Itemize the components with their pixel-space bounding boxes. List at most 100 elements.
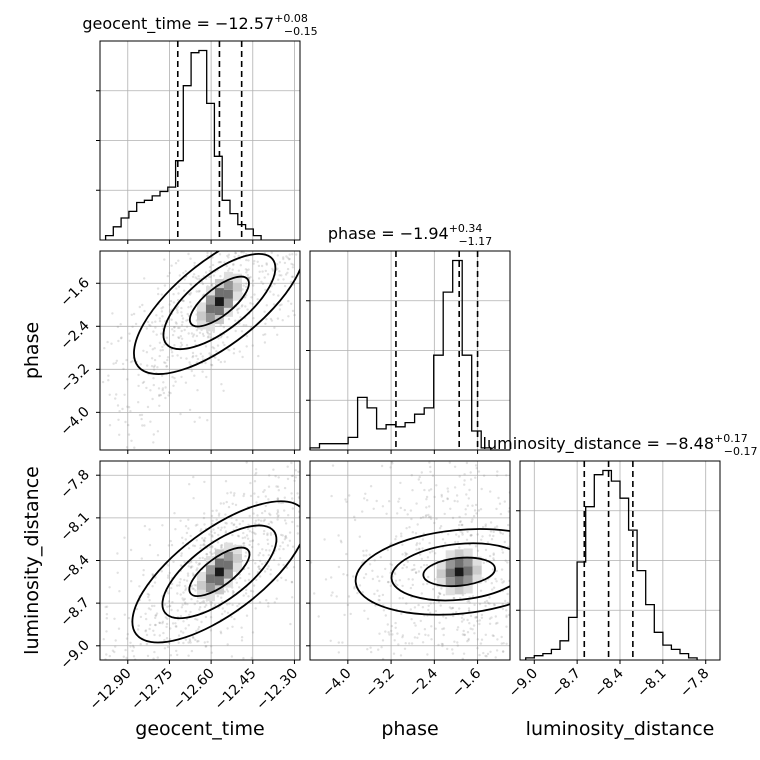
scatter-point (426, 556, 430, 559)
scatter-point (189, 610, 192, 614)
scatter-point (417, 547, 421, 550)
scatter-point (117, 627, 121, 630)
scatter-point (303, 419, 305, 421)
scatter-point (272, 303, 276, 306)
density-cell (232, 544, 242, 554)
scatter-point (247, 595, 250, 598)
scatter-point (495, 525, 499, 528)
scatter-point (413, 636, 417, 639)
contour-level-1 (162, 253, 277, 351)
scatter-point (149, 623, 152, 627)
scatter-point (551, 498, 553, 500)
scatter-point (196, 357, 200, 361)
contour-level-0 (189, 275, 250, 328)
scatter-point (477, 470, 481, 473)
scatter-point (612, 567, 614, 569)
scatter-point (132, 312, 136, 316)
scatter-point (203, 512, 206, 515)
scatter-point (311, 481, 313, 483)
scatter-point (252, 317, 255, 320)
scatter-point (85, 351, 87, 353)
scatter-point (459, 530, 462, 533)
scatter-point (494, 622, 498, 625)
scatter-point (257, 242, 259, 244)
hist-geocent_time-grid (100, 41, 300, 240)
scatter-point (265, 318, 268, 321)
scatter-point (264, 504, 267, 508)
scatter-point (285, 536, 288, 540)
scatter-point (117, 339, 120, 343)
scatter-point (103, 673, 105, 675)
scatter-point (502, 642, 505, 645)
scatter-point (244, 305, 247, 308)
xtick-label-luminosity_distance-2: −8.4 (591, 665, 626, 700)
scatter-point (362, 554, 365, 557)
scatter-point (566, 478, 568, 480)
scatter-point (443, 512, 446, 516)
scatter-point (189, 305, 193, 308)
scatter-point (505, 609, 508, 612)
scatter-point (217, 261, 220, 264)
scatter-point (500, 424, 502, 426)
scatter-point (166, 358, 169, 362)
scatter-point (193, 261, 196, 265)
scatter-point (154, 623, 157, 627)
scatter-point (325, 535, 327, 537)
scatter-point (442, 627, 446, 630)
scatter-point (176, 305, 179, 308)
scatter-point (108, 654, 112, 658)
scatter-point (361, 149, 363, 151)
scatter-point (249, 481, 252, 485)
scatter-point (276, 497, 280, 500)
scatter-point (251, 545, 254, 549)
scatter-point (253, 480, 257, 483)
scatter-point (211, 256, 214, 259)
scatter-point (484, 523, 487, 526)
scatter-point (371, 175, 373, 177)
scatter-point (559, 580, 561, 582)
scatter-point (162, 381, 165, 384)
scatter-point (525, 524, 527, 526)
scatter-point (236, 311, 240, 314)
scatter-point (231, 502, 234, 505)
scatter-point (320, 512, 322, 514)
scatter-point (273, 219, 275, 221)
scatter-point (442, 615, 445, 618)
scatter-point (399, 654, 403, 657)
scatter-point (511, 514, 513, 516)
density-cell (214, 306, 224, 316)
scatter-point (248, 514, 251, 518)
scatter-point (302, 213, 304, 215)
scatter-point (578, 585, 580, 587)
scatter-point (277, 244, 279, 246)
scatter-point (563, 539, 565, 541)
scatter-point (394, 572, 397, 576)
scatter-point (184, 601, 187, 604)
scatter-point (183, 597, 186, 601)
density-cell (205, 583, 215, 593)
scatter-point (240, 305, 243, 308)
scatter-point (312, 480, 314, 482)
scatter-point (570, 578, 572, 580)
scatter-point (311, 530, 313, 532)
scatter-point (276, 518, 279, 521)
scatter-point (197, 625, 201, 629)
scatter-point (304, 241, 306, 243)
scatter-point (163, 647, 167, 650)
scatter-point (79, 395, 81, 397)
scatter-point (202, 599, 205, 603)
scatter-point (135, 607, 139, 611)
scatter-point (152, 330, 155, 333)
scatter-point (464, 513, 467, 516)
scatter-point (291, 253, 294, 256)
scatter-point (219, 360, 223, 364)
scatter-point (353, 518, 357, 522)
density-cell (454, 585, 464, 595)
scatter-point (88, 431, 90, 433)
scatter-point (456, 500, 459, 503)
scatter-point (370, 650, 373, 654)
scatter-point (356, 591, 359, 595)
scatter-point (230, 615, 233, 619)
scatter-point (263, 570, 267, 573)
scatter-point (174, 625, 177, 628)
